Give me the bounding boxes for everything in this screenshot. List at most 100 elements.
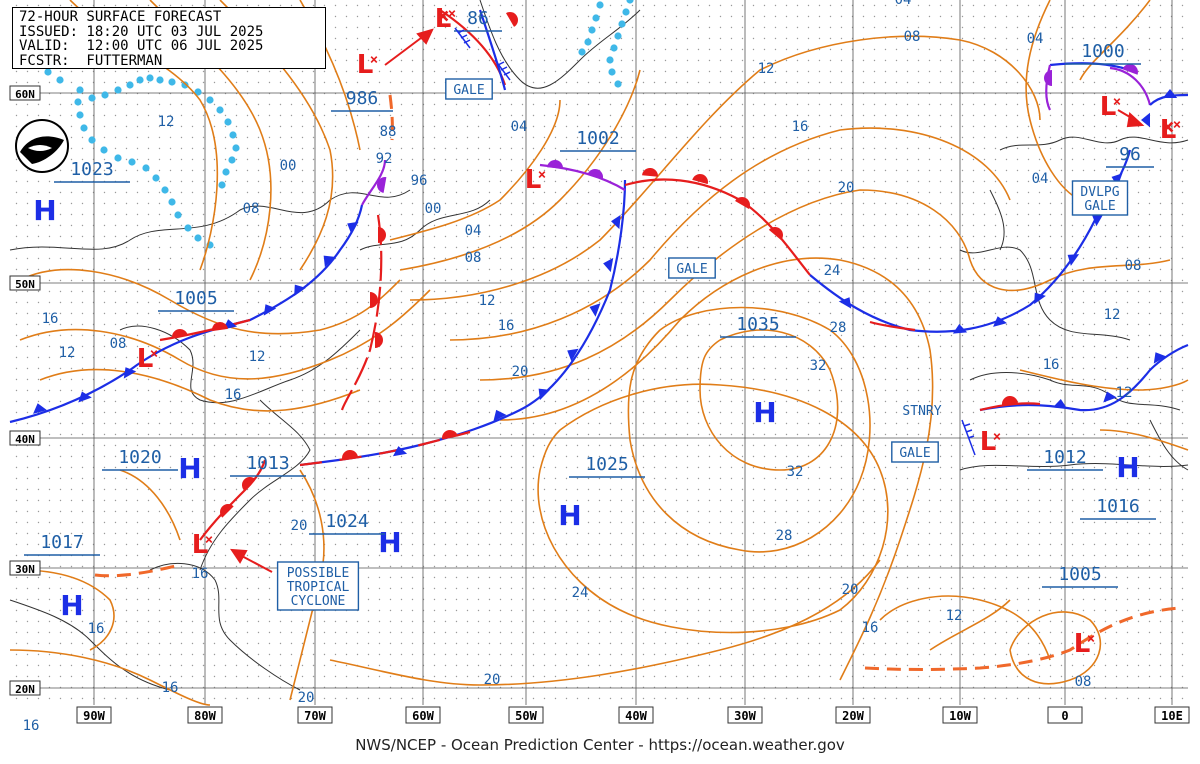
isobar-label-20: 16 — [862, 620, 879, 636]
svg-text:90W: 90W — [83, 709, 105, 723]
pressure-value-10: 1013 — [246, 453, 289, 474]
isobar-label-40: 16 — [792, 119, 809, 135]
isobar-label-42: 08 — [904, 29, 921, 45]
isobar-label-15: 32 — [810, 358, 827, 374]
isobar-label-28: 12 — [249, 349, 266, 365]
high-center-13: H 1012 — [1027, 447, 1140, 484]
pressure-value-2: 86 — [467, 8, 489, 29]
svg-text:40N: 40N — [15, 433, 35, 446]
lon-label-30W: 30W — [727, 706, 763, 724]
front-east-warm-segment — [869, 320, 916, 332]
trough-west — [340, 214, 383, 411]
svg-text:GALE: GALE — [453, 83, 484, 98]
gale-warning-2: GALE — [891, 441, 939, 463]
pressure-value-1: 986 — [346, 88, 379, 109]
high-center-0: H 1023 — [33, 159, 130, 227]
pressure-value-4: 1000 — [1081, 41, 1124, 62]
pressure-value-7: 1035 — [736, 314, 779, 335]
isobar-label-2: 08 — [243, 201, 260, 217]
svg-text:H: H — [1116, 451, 1139, 484]
isobar-label-8: 04 — [465, 223, 482, 239]
lon-label-60W: 60W — [405, 706, 441, 724]
isobar-label-18: 24 — [572, 585, 589, 601]
lon-label-70W: 70W — [297, 706, 333, 724]
svg-text:60N: 60N — [15, 88, 35, 101]
svg-text:L: L — [192, 530, 209, 560]
isobar-label-14: 28 — [830, 320, 847, 336]
lon-label-40W: 40W — [618, 706, 654, 724]
lon-label-0: 0 — [1047, 706, 1083, 724]
troughs — [94, 94, 1181, 671]
isobar-label-21: 12 — [946, 608, 963, 624]
wind-barbs — [454, 27, 976, 456]
ne-occluded — [1109, 66, 1152, 106]
header-forecaster: FCSTR: FUTTERMAN — [19, 52, 163, 69]
high-center-12: H 1017 — [24, 532, 100, 622]
lon-label-20W: 20W — [835, 706, 871, 724]
isobar-label-17: 28 — [776, 528, 793, 544]
svg-text:GALE: GALE — [1084, 199, 1115, 214]
isobar-label-36: 16 — [1043, 357, 1060, 373]
isobar-label-44: 12 — [1116, 385, 1133, 401]
svg-text:×: × — [1173, 117, 1181, 133]
motion-arrows — [230, 28, 1145, 573]
svg-text:H: H — [378, 526, 401, 559]
svg-text:×: × — [1113, 94, 1121, 110]
isobar-label-33: 20 — [484, 672, 501, 688]
isobar-label-4: 92 — [376, 151, 393, 167]
pressure-value-0: 1023 — [70, 159, 113, 180]
svg-text:L: L — [980, 427, 997, 457]
lon-label-80W: 80W — [187, 706, 223, 724]
svg-text:L: L — [1160, 115, 1177, 145]
isobar-label-22: 08 — [1125, 258, 1142, 274]
pressure-value-12: 1017 — [40, 532, 83, 553]
pressure-value-13: 1012 — [1043, 447, 1086, 468]
lat-label-50N: 50N — [9, 275, 41, 291]
noaa-logo — [15, 119, 69, 173]
svg-text:L: L — [1100, 92, 1117, 122]
low-center-6: L× 1005 — [137, 288, 234, 374]
low-center-3: L× 1002 — [525, 128, 636, 195]
svg-text:DVLPG: DVLPG — [1080, 185, 1119, 200]
header-valid: VALID: 12:00 UTC 06 JUL 2025 — [19, 38, 264, 54]
pressure-value-3: 1002 — [576, 128, 619, 149]
isobar-label-5: 96 — [411, 173, 428, 189]
svg-text:×: × — [150, 346, 158, 362]
gale-warning-1: GALE — [668, 257, 716, 279]
coastlines — [9, 0, 1189, 691]
isobar-label-38: 04 — [1027, 31, 1044, 47]
svg-text:TROPICAL: TROPICAL — [287, 580, 350, 595]
svg-text:L: L — [435, 4, 452, 34]
isobar-label-24: 16 — [42, 311, 59, 327]
svg-text:H: H — [753, 396, 776, 429]
low-center-15: L× 1005 — [1042, 564, 1118, 659]
lon-label-10E: 10E — [1154, 706, 1190, 724]
svg-text:80W: 80W — [194, 709, 216, 723]
high-center-9: H 1020 — [102, 447, 202, 485]
low-center-5: L× 96 — [1106, 115, 1181, 168]
isobar-label-6: 00 — [425, 201, 442, 217]
isobar-label-1: 00 — [280, 158, 297, 174]
header-issued: ISSUED: 18:20 UTC 03 JUL 2025 — [19, 23, 264, 40]
low-center-1: L× 986 — [331, 50, 393, 112]
isobar-label-10: 12 — [479, 293, 496, 309]
svg-text:10E: 10E — [1161, 709, 1183, 723]
svg-text:×: × — [448, 6, 456, 22]
lat-label-60N: 60N — [9, 85, 41, 101]
iberia-front — [979, 343, 1189, 412]
svg-text:20W: 20W — [842, 709, 864, 723]
isobar-label-43: 04 — [895, 0, 912, 8]
lat-label-40N: 40N — [9, 430, 41, 446]
lat-label-30N: 30N — [9, 560, 41, 576]
isobar-label-25: 20 — [291, 518, 308, 534]
isobar-label-0: 12 — [158, 114, 175, 130]
isobar-label-3: 88 — [380, 124, 397, 140]
svg-text:GALE: GALE — [676, 262, 707, 277]
isobar-label-35: 12 — [1104, 307, 1121, 323]
svg-text:70W: 70W — [304, 709, 326, 723]
pressure-value-5: 96 — [1119, 144, 1141, 165]
isobar-label-16: 32 — [787, 464, 804, 480]
svg-text:L: L — [1074, 629, 1091, 659]
front-symbols — [33, 11, 1178, 518]
